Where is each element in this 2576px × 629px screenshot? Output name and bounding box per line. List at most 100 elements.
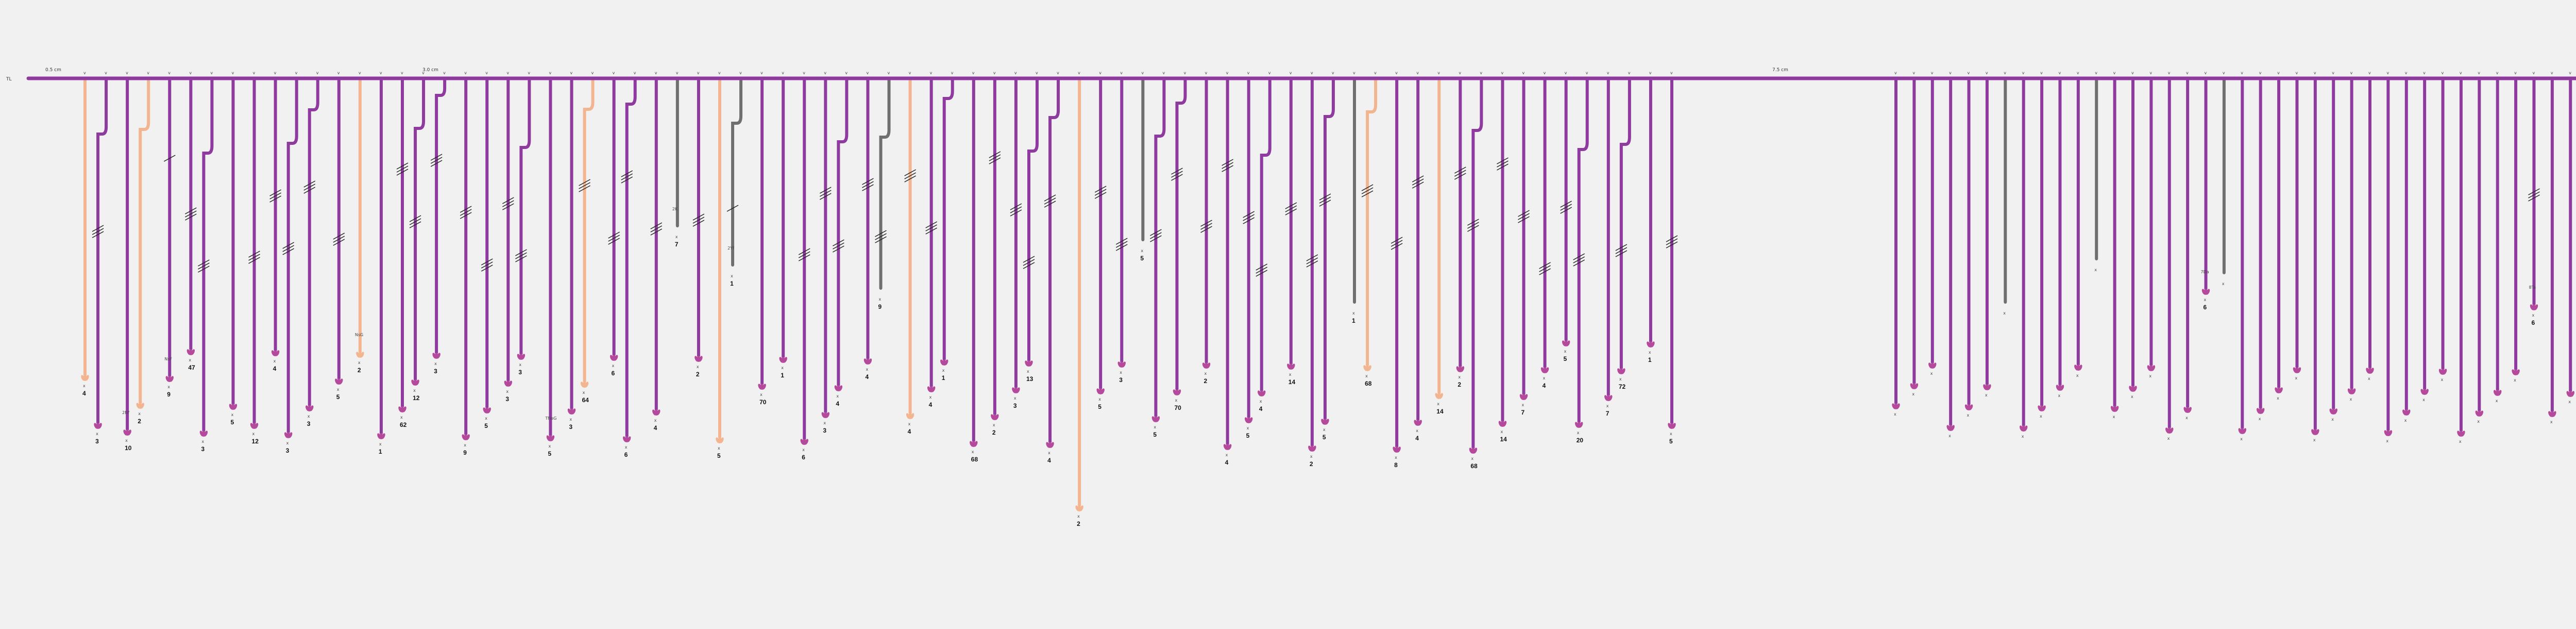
branch-r5: vx bbox=[1964, 71, 1973, 418]
tip-petal bbox=[2443, 369, 2447, 375]
branch-count: 5 bbox=[1246, 432, 1250, 439]
trunk-marker: v bbox=[1986, 71, 1988, 75]
tip-petal bbox=[1545, 367, 1549, 373]
cross-tick bbox=[862, 181, 874, 188]
branch-tip bbox=[1012, 387, 1020, 393]
branch-count: 3 bbox=[505, 395, 509, 403]
trunk-marker: v bbox=[1894, 71, 1897, 75]
branch-line bbox=[625, 77, 637, 438]
trunk-marker: v bbox=[2314, 71, 2316, 75]
branch-code: 2Nf bbox=[122, 410, 129, 415]
branch-code: 7Da bbox=[2201, 270, 2209, 274]
tip-letter: x bbox=[2295, 376, 2297, 380]
tip-letter: x bbox=[252, 432, 255, 436]
tip-petal bbox=[191, 349, 195, 355]
branch-b17: v x12 bbox=[409, 71, 426, 402]
cross-tick bbox=[1171, 171, 1183, 178]
tip-letter: x bbox=[993, 423, 995, 427]
branch-count: 9 bbox=[878, 303, 882, 310]
tip-letter: x bbox=[1416, 428, 1418, 433]
branch-tip bbox=[1096, 388, 1105, 394]
tip-petal bbox=[868, 358, 872, 365]
branch-tip bbox=[432, 353, 440, 359]
cross-tick bbox=[1171, 168, 1183, 175]
branch-tip bbox=[123, 429, 131, 436]
branch-r12: vx bbox=[2094, 71, 2098, 272]
trunk-marker: v bbox=[2386, 71, 2389, 75]
branch-b60: v x 5 bbox=[1319, 71, 1335, 441]
tip-petal bbox=[995, 414, 999, 420]
tip-petal bbox=[584, 382, 589, 388]
branch-b58: v x14 bbox=[1285, 71, 1297, 386]
tip-letter: x bbox=[2514, 378, 2516, 383]
branch-count: 14 bbox=[1289, 378, 1296, 386]
trunk-marker: v bbox=[2149, 71, 2152, 75]
branch-b25: v x64 bbox=[579, 71, 595, 404]
branch-count: 1 bbox=[942, 374, 945, 382]
branch-tip bbox=[2147, 365, 2156, 371]
branch-b39: v x9 bbox=[875, 71, 891, 310]
branch-b73: v x 7 bbox=[1604, 71, 1613, 417]
trunk-marker: v bbox=[1628, 71, 1631, 75]
trunk-marker: v bbox=[1522, 71, 1525, 75]
cross-tick bbox=[904, 175, 916, 183]
tip-petal bbox=[2552, 411, 2556, 417]
cross-tick bbox=[608, 235, 620, 242]
branch-tip bbox=[970, 441, 978, 447]
tip-letter: x bbox=[231, 412, 233, 417]
branch-count: 2 bbox=[1458, 381, 1461, 388]
branch-count: 5 bbox=[548, 450, 551, 457]
cross-tick bbox=[1361, 190, 1374, 197]
branch-count: 5 bbox=[230, 419, 234, 426]
branch-count: 1 bbox=[781, 372, 784, 379]
tip-petal bbox=[627, 436, 631, 442]
cross-tick bbox=[650, 228, 663, 236]
branch-count: 1 bbox=[730, 280, 734, 287]
branch-r29: vx bbox=[2402, 71, 2411, 423]
tip-letter: x bbox=[1619, 377, 1622, 382]
branch-r13: vx bbox=[2110, 71, 2119, 419]
branch-r18: v x 7Da 6 bbox=[2201, 71, 2210, 311]
cross-tick bbox=[692, 213, 705, 221]
branch-tip bbox=[1435, 393, 1443, 399]
branch-b45: v x3 bbox=[1010, 71, 1022, 409]
tip-petal bbox=[2406, 409, 2411, 416]
tip-petal bbox=[1896, 403, 1900, 409]
branch-tip bbox=[2420, 389, 2429, 395]
branches-layer: vx4vx3vx2Nf10vx2vxNsF9vx47vx3vx5vx12vx4v… bbox=[81, 71, 2574, 527]
branch-count: 5 bbox=[1153, 431, 1157, 438]
tip-petal bbox=[2516, 369, 2520, 375]
branch-tip bbox=[2019, 425, 2028, 432]
trunk-marker: v bbox=[1912, 71, 1915, 75]
tip-letter: x bbox=[1154, 425, 1156, 429]
tip-petal bbox=[1439, 393, 1443, 399]
branch-b26: v x 6 bbox=[608, 71, 620, 377]
trunk-marker: v bbox=[210, 71, 213, 75]
branch-tip bbox=[483, 407, 491, 413]
tip-letter: x bbox=[1437, 402, 1439, 406]
tip-letter: x bbox=[1014, 396, 1016, 401]
cross-tick bbox=[303, 180, 316, 188]
cross-tick bbox=[1615, 250, 1628, 257]
branch-tip bbox=[2384, 430, 2393, 436]
tip-petal bbox=[1016, 387, 1020, 393]
trunk-marker: v bbox=[380, 71, 382, 75]
trunk-marker: v bbox=[1332, 71, 1334, 75]
branch-b56: v x5 bbox=[1243, 71, 1255, 439]
tip-petal bbox=[1050, 442, 1054, 448]
trunk-marker: v bbox=[1670, 71, 1673, 75]
branch-tip bbox=[2129, 386, 2137, 392]
trunk-marker: v bbox=[1311, 71, 1313, 75]
branch-tip bbox=[250, 423, 259, 429]
branch-count: 5 bbox=[1564, 355, 1567, 362]
branch-b32: v x 2Yf 1 bbox=[726, 71, 743, 287]
cross-tick bbox=[1150, 229, 1162, 236]
branch-count: 3 bbox=[1119, 376, 1123, 384]
tip-petal bbox=[1969, 404, 1973, 410]
trunk-marker: v bbox=[2405, 71, 2408, 75]
branch-tip bbox=[716, 437, 724, 443]
branch-b43: v x 68 bbox=[970, 71, 978, 463]
tip-letter: x bbox=[1395, 455, 1397, 460]
cross-tick bbox=[282, 245, 295, 252]
branch-b48: v x2 bbox=[1075, 71, 1083, 527]
